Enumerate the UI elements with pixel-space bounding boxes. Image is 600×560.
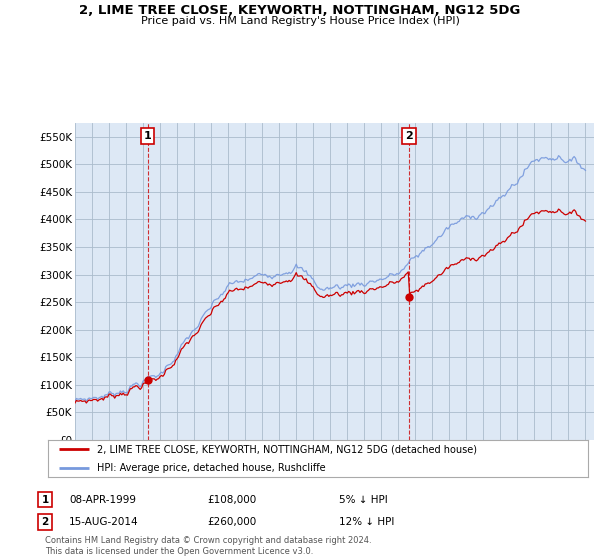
Text: HPI: Average price, detached house, Rushcliffe: HPI: Average price, detached house, Rush… [97, 463, 325, 473]
Text: 12% ↓ HPI: 12% ↓ HPI [339, 517, 394, 527]
Text: 5% ↓ HPI: 5% ↓ HPI [339, 494, 388, 505]
Text: 08-APR-1999: 08-APR-1999 [69, 494, 136, 505]
Text: 1: 1 [144, 131, 152, 141]
Text: 2, LIME TREE CLOSE, KEYWORTH, NOTTINGHAM, NG12 5DG: 2, LIME TREE CLOSE, KEYWORTH, NOTTINGHAM… [79, 4, 521, 17]
Text: 2: 2 [405, 131, 413, 141]
Text: Contains HM Land Registry data © Crown copyright and database right 2024.
This d: Contains HM Land Registry data © Crown c… [45, 536, 371, 556]
Text: £108,000: £108,000 [207, 494, 256, 505]
Text: £260,000: £260,000 [207, 517, 256, 527]
Text: 15-AUG-2014: 15-AUG-2014 [69, 517, 139, 527]
Text: 1: 1 [41, 494, 49, 505]
Text: Price paid vs. HM Land Registry's House Price Index (HPI): Price paid vs. HM Land Registry's House … [140, 16, 460, 26]
Text: 2, LIME TREE CLOSE, KEYWORTH, NOTTINGHAM, NG12 5DG (detached house): 2, LIME TREE CLOSE, KEYWORTH, NOTTINGHAM… [97, 445, 476, 454]
Text: 2: 2 [41, 517, 49, 527]
